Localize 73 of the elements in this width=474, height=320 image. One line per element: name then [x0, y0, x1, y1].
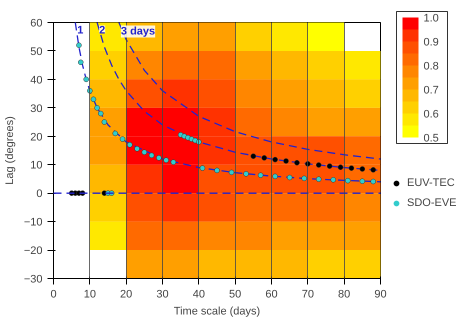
legend-label: EUV-TEC — [407, 177, 455, 189]
x-tick-label: 80 — [338, 288, 350, 300]
x-tick-label: 70 — [302, 288, 314, 300]
point — [112, 130, 118, 136]
point — [272, 174, 278, 180]
point — [94, 105, 100, 111]
x-tick-label: 20 — [120, 288, 132, 300]
point — [76, 42, 82, 48]
color-bar-label: 0.8 — [424, 60, 439, 72]
x-tick-label: 40 — [192, 288, 205, 300]
point — [78, 60, 84, 66]
point — [127, 142, 133, 148]
y-tick-label: −30 — [24, 274, 43, 286]
color-bar-label: 0.9 — [424, 36, 439, 48]
point — [214, 168, 220, 174]
x-tick-label: 50 — [229, 288, 242, 300]
annotation: 2 — [99, 24, 106, 36]
x-tick-label: 60 — [265, 288, 278, 300]
point — [170, 159, 176, 165]
point — [148, 152, 154, 158]
point — [286, 174, 292, 180]
point — [120, 136, 126, 142]
point — [90, 96, 96, 102]
y-tick-label: 10 — [30, 160, 43, 172]
point — [258, 172, 264, 178]
point — [370, 178, 376, 184]
point — [102, 119, 108, 125]
y-axis-title: Lag (degrees) — [4, 116, 16, 185]
point — [338, 164, 344, 170]
legend-label: SDO-EVE — [407, 197, 457, 209]
x-tick-label: 30 — [156, 288, 169, 300]
point — [370, 167, 376, 173]
point — [326, 163, 332, 169]
point — [142, 149, 148, 155]
point — [134, 146, 140, 152]
point — [360, 178, 366, 184]
color-bar-label: 0.6 — [424, 108, 439, 120]
y-tick-label: 20 — [30, 131, 43, 144]
point — [261, 155, 267, 161]
point — [316, 176, 322, 182]
annotation: 3 days — [120, 26, 156, 38]
color-bar-label: 1.0 — [424, 12, 439, 24]
point — [83, 76, 89, 82]
point — [163, 157, 169, 163]
point — [348, 165, 354, 171]
color-bar-label: 0.7 — [424, 84, 439, 96]
point — [330, 177, 336, 183]
y-tick-label: 50 — [30, 46, 43, 58]
x-tick-label: 90 — [374, 288, 387, 300]
point — [360, 166, 366, 172]
y-tick-label: −10 — [24, 216, 43, 229]
y-tick-label: 40 — [30, 74, 43, 86]
annotation: 1 — [77, 24, 84, 36]
point — [228, 170, 234, 176]
y-tick-label: 30 — [30, 102, 43, 115]
y-tick-label: −20 — [24, 245, 43, 258]
x-tick-label: 10 — [84, 288, 96, 300]
color-bar-label: 0.5 — [424, 132, 439, 144]
y-tick-label: 0 — [36, 188, 43, 200]
point — [156, 155, 162, 161]
x-axis-title: Time scale (days) — [174, 306, 260, 318]
point — [200, 165, 206, 171]
y-tick-label: 60 — [30, 18, 43, 30]
point — [272, 156, 278, 162]
point — [98, 110, 104, 116]
point — [294, 160, 300, 166]
point — [301, 176, 307, 182]
point — [250, 153, 256, 159]
point — [243, 171, 249, 177]
point — [316, 162, 322, 168]
x-tick-label: 0 — [50, 288, 57, 300]
point — [283, 158, 289, 164]
point — [345, 178, 351, 184]
